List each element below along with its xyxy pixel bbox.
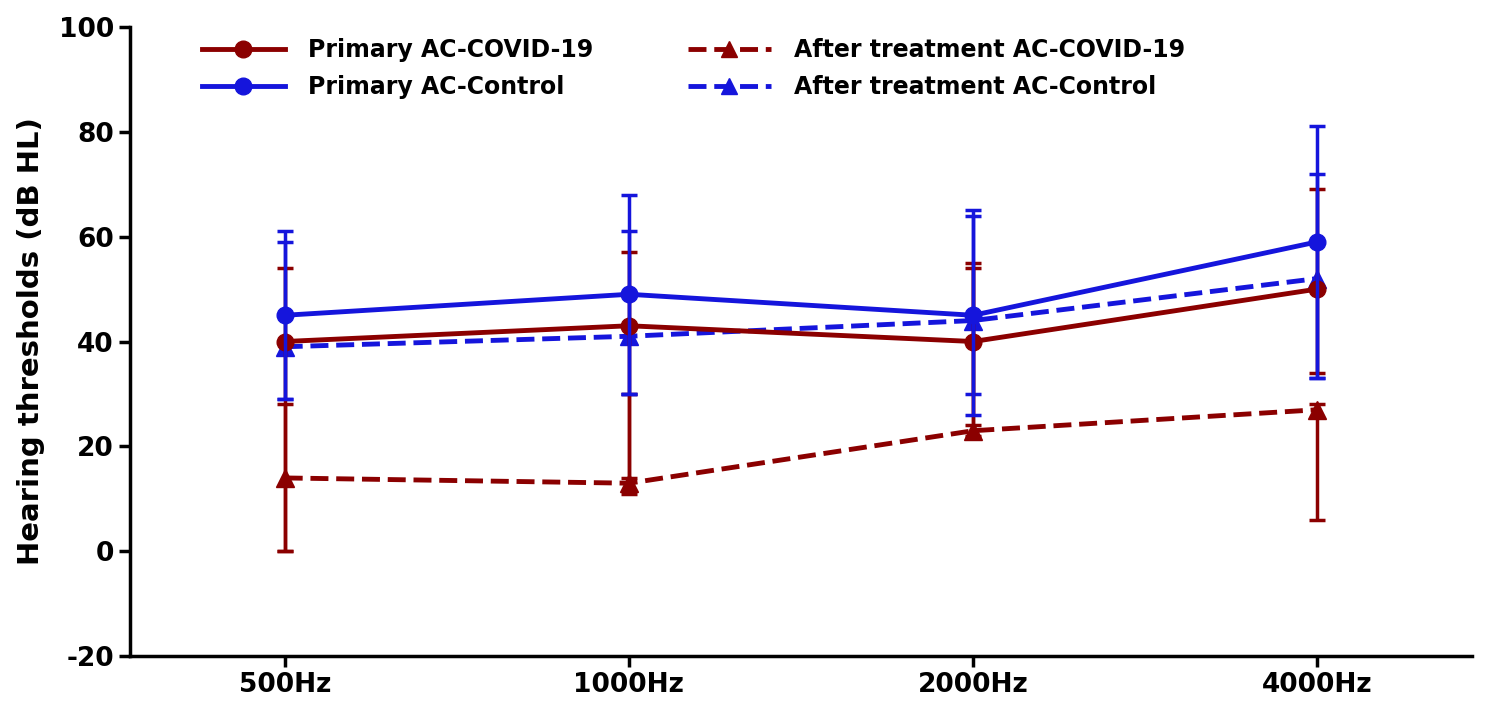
Y-axis label: Hearing thresholds (dB HL): Hearing thresholds (dB HL) (16, 117, 45, 566)
Legend: Primary AC-COVID-19, Primary AC-Control, After treatment AC-COVID-19, After trea: Primary AC-COVID-19, Primary AC-Control,… (203, 39, 1185, 99)
